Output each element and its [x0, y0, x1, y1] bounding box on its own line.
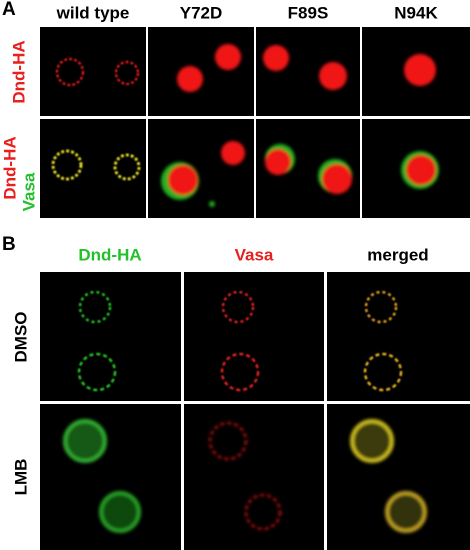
micrograph	[184, 404, 324, 550]
cells	[161, 44, 439, 207]
micrograph	[40, 119, 146, 218]
cell	[322, 164, 352, 194]
column-label: merged	[367, 245, 428, 264]
panel-label: A	[2, 0, 16, 20]
cell	[221, 290, 255, 324]
cell	[385, 491, 427, 533]
column-label: wild type	[56, 3, 130, 22]
cells	[63, 419, 427, 533]
cells	[77, 290, 403, 392]
micrograph	[148, 119, 254, 218]
divider	[40, 116, 470, 404]
cell	[244, 493, 282, 531]
row-label: Vasa	[19, 172, 38, 211]
cell	[404, 54, 436, 86]
micrograph-grid	[40, 27, 470, 218]
cell	[55, 57, 85, 87]
row-label: LMB	[11, 459, 30, 496]
cell	[77, 352, 117, 392]
cell	[177, 66, 203, 92]
cell	[215, 44, 241, 70]
cell	[114, 60, 140, 86]
cell	[406, 155, 436, 185]
cell	[209, 201, 215, 207]
cell	[364, 290, 398, 324]
column-label: F89S	[288, 3, 329, 22]
cell	[99, 491, 141, 533]
cell	[208, 421, 248, 461]
cell	[113, 153, 141, 181]
cell	[221, 141, 245, 165]
row-label: DMSO	[11, 312, 30, 363]
cell	[363, 352, 403, 392]
cell	[319, 62, 347, 90]
micrograph	[40, 272, 181, 401]
row-label: Dnd-HA	[9, 40, 28, 103]
column-label: Y72D	[180, 3, 223, 22]
micrograph	[148, 27, 254, 116]
column-label: N94K	[394, 3, 438, 22]
row-label: Dnd-HA	[0, 136, 19, 199]
panel-label: B	[2, 234, 16, 255]
cell	[350, 419, 394, 463]
cell	[263, 45, 289, 71]
cell	[63, 419, 107, 463]
column-label: Vasa	[235, 245, 274, 264]
cell	[265, 149, 291, 175]
column-label: Dnd-HA	[78, 245, 141, 264]
cell	[220, 352, 260, 392]
cell	[51, 149, 83, 181]
cell	[168, 165, 198, 195]
cell	[78, 290, 112, 324]
cells	[51, 57, 141, 181]
micrograph	[184, 272, 324, 401]
